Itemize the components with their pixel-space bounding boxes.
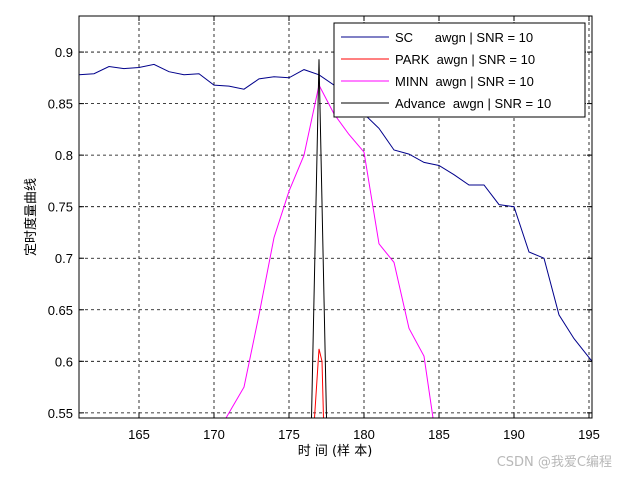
legend-label: Advance awgn | SNR = 10 (395, 96, 551, 111)
x-axis-label: 时 间 (样 本) (298, 444, 373, 459)
y-tick-label: 0.7 (55, 251, 73, 266)
y-tick-label: 0.9 (55, 45, 73, 60)
legend-label: PARK awgn | SNR = 10 (395, 52, 535, 67)
x-tick-label: 170 (203, 427, 225, 442)
x-tick-label: 165 (128, 427, 150, 442)
y-axis-label: 定时度量曲线 (23, 178, 39, 256)
y-tick-label: 0.8 (55, 148, 73, 163)
series-line-3 (311, 59, 327, 419)
y-tick-label: 0.75 (48, 200, 73, 215)
x-tick-label: 180 (353, 427, 375, 442)
ticks: 165 170 175 180 185 190 195 0.55 0.6 0.65 0.7 0.75 0… (48, 16, 600, 442)
x-tick-label: 195 (578, 427, 600, 442)
x-tick-label: 190 (503, 427, 525, 442)
legend-label: SC awgn | SNR = 10 (395, 30, 533, 45)
legend-box (333, 22, 586, 118)
x-tick-label: 185 (428, 427, 450, 442)
watermark: CSDN @我爱C编程 (497, 455, 612, 470)
plot-frame (78, 15, 593, 419)
y-tick-label: 0.65 (48, 303, 73, 318)
x-tick-label: 175 (278, 427, 300, 442)
legend: SC awgn | SNR = 10 PARK awgn | SNR = 10 MI… (333, 22, 586, 118)
y-tick-label: 0.85 (48, 97, 73, 112)
y-tick-label: 0.6 (55, 354, 73, 369)
legend-label: MINN awgn | SNR = 10 (395, 74, 534, 89)
y-tick-label: 0.55 (48, 406, 73, 421)
series-line-1 (314, 348, 324, 419)
